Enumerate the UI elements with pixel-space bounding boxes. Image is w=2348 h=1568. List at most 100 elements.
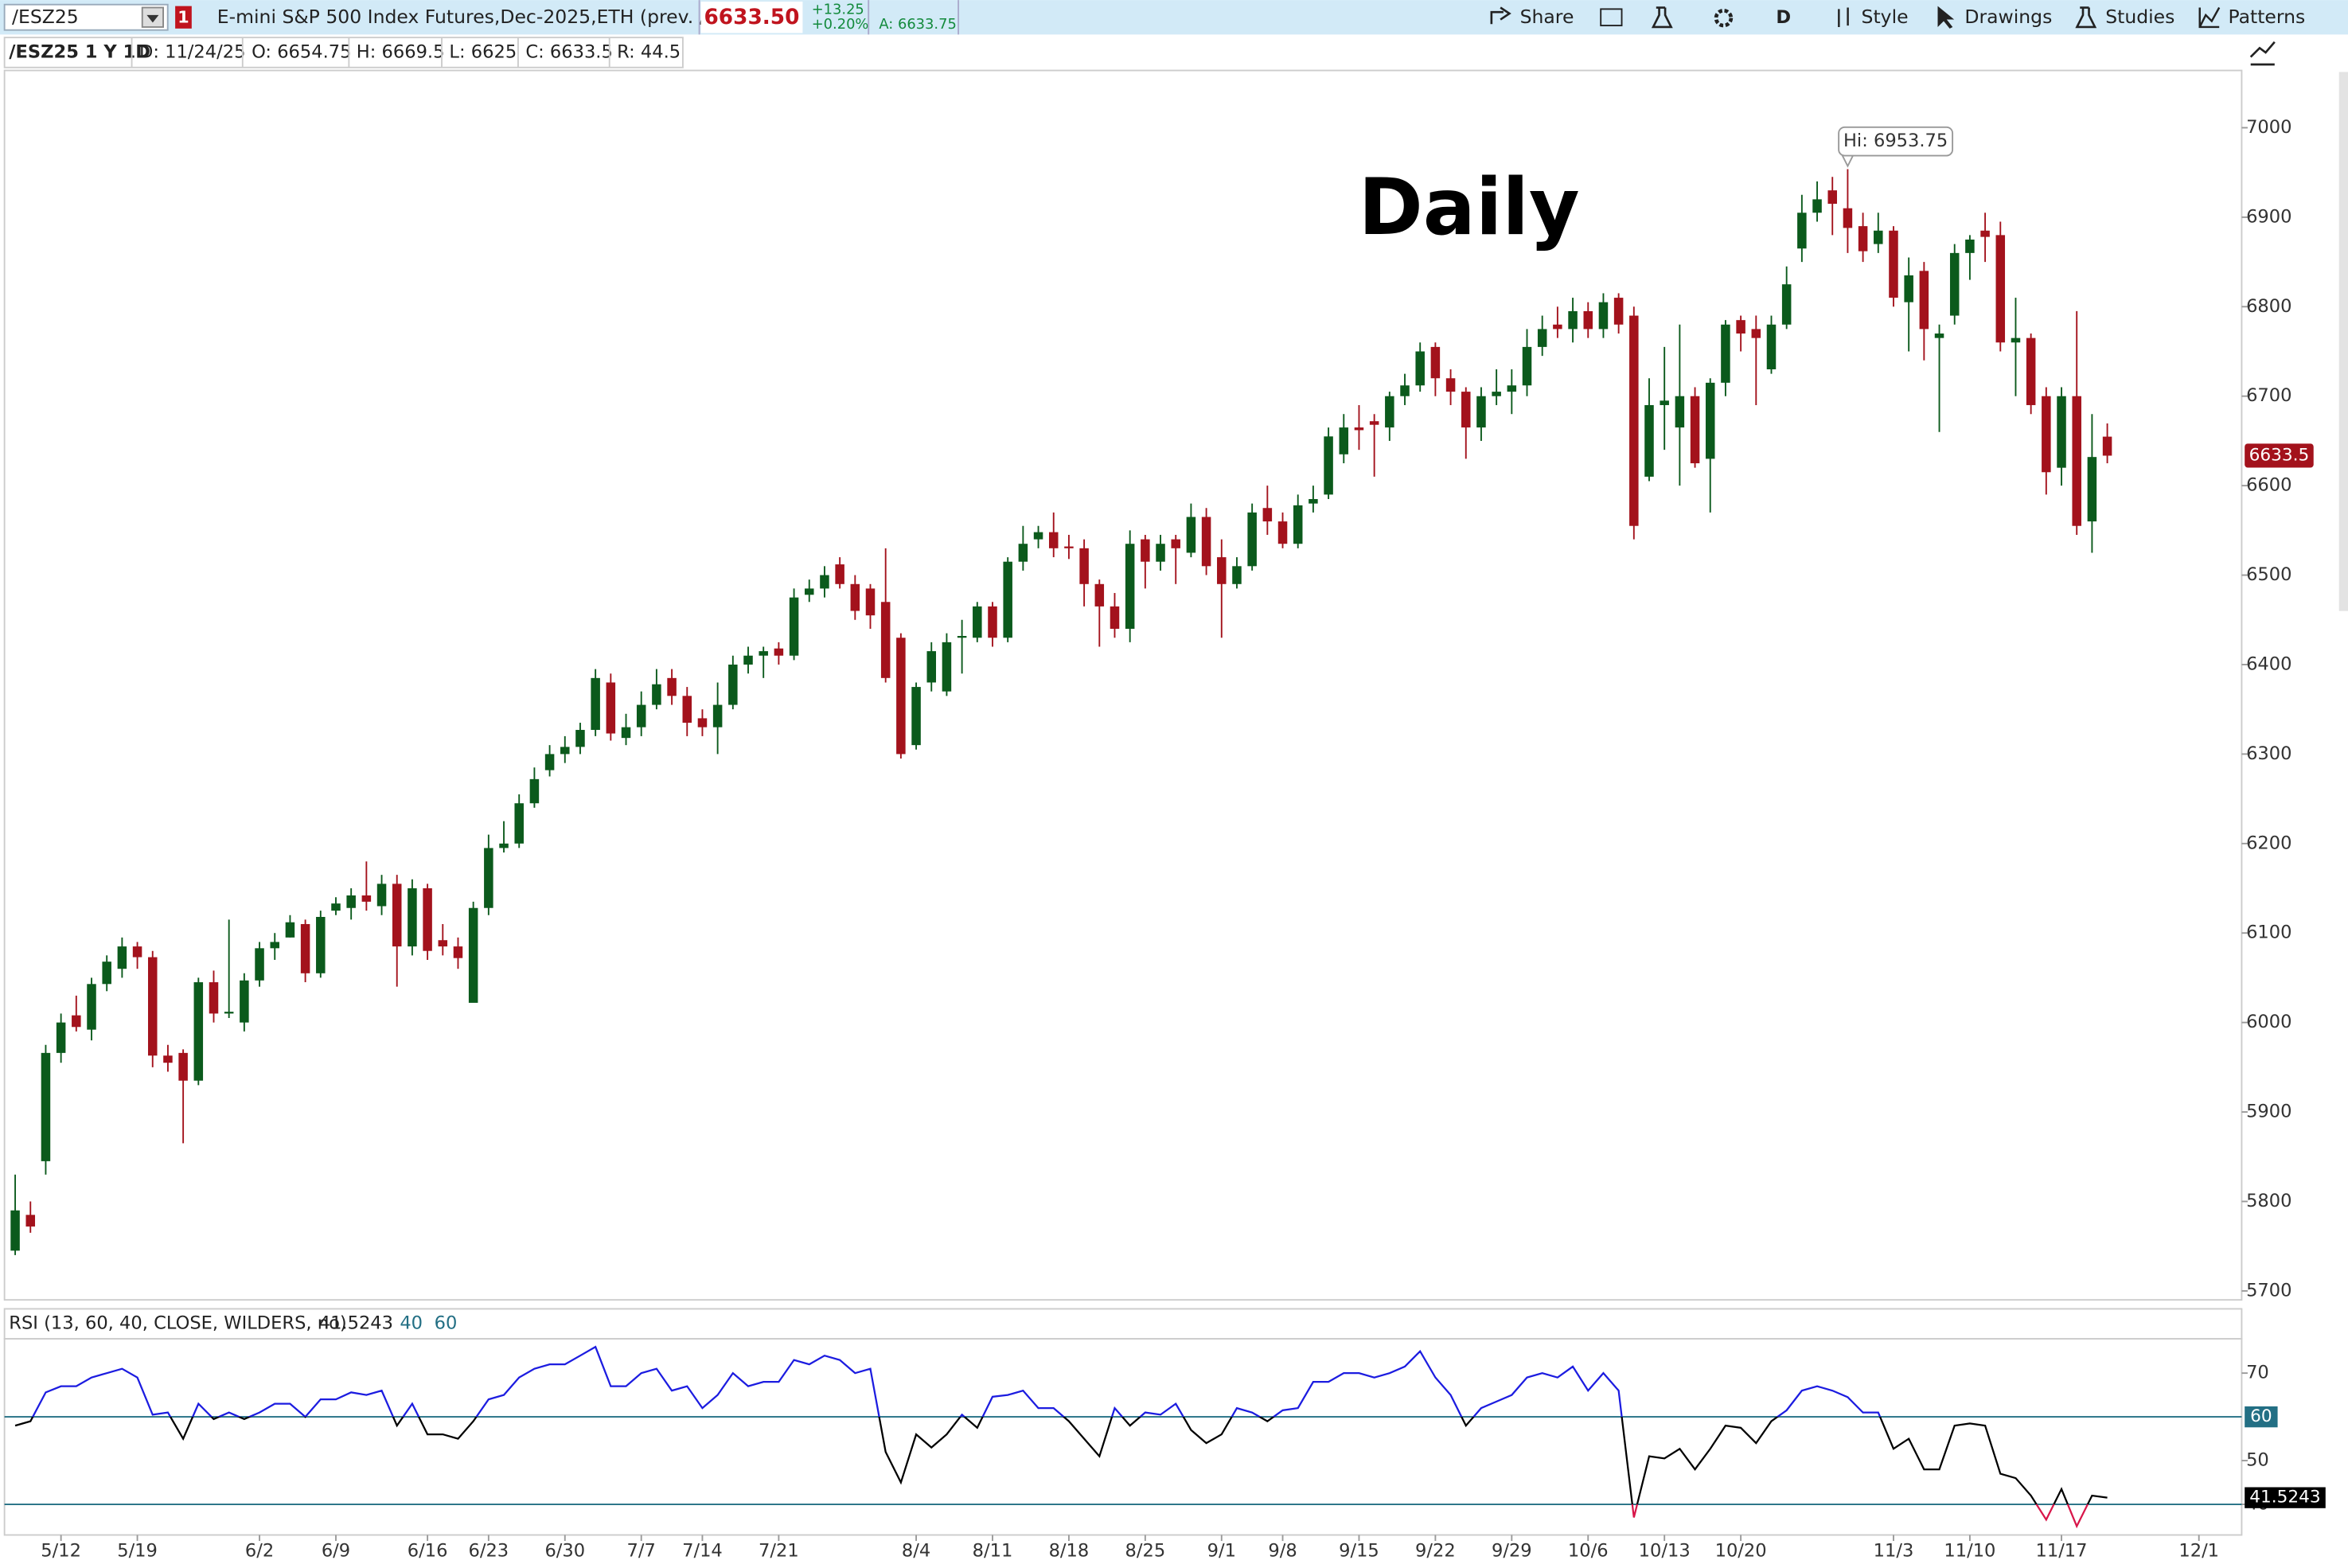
- x-tick-label: 8/25: [1125, 1541, 1166, 1562]
- period-button[interactable]: D: [1776, 7, 1791, 28]
- candle-body: [1904, 275, 1913, 302]
- candle-body: [1919, 271, 1929, 330]
- candle-body: [1644, 404, 1654, 477]
- y-tick-label: 6000: [2246, 1012, 2291, 1032]
- x-tick-label: 6/16: [408, 1541, 448, 1562]
- candle-body: [591, 677, 600, 731]
- style-button[interactable]: Style: [1862, 6, 1909, 28]
- scrollbar[interactable]: [2338, 72, 2348, 611]
- rsi-value-label: 41.5243: [2249, 1488, 2320, 1508]
- x-tick-label: 9/29: [1492, 1541, 1532, 1562]
- candle-body: [1995, 235, 2006, 343]
- candle-body: [1781, 284, 1792, 325]
- badge[interactable]: 1: [177, 8, 189, 27]
- lab-icon[interactable]: [1651, 6, 1673, 29]
- candle-body: [392, 883, 402, 947]
- studies-button[interactable]: Studies: [2105, 6, 2174, 28]
- candle-body: [1568, 310, 1578, 330]
- candle-body: [1277, 521, 1288, 544]
- patterns-button[interactable]: Patterns: [2228, 6, 2305, 28]
- y-tick-label: 6100: [2246, 922, 2291, 943]
- rsi-overbought: 60: [435, 1313, 458, 1334]
- candle-body: [1324, 436, 1333, 495]
- candle-body: [423, 888, 432, 951]
- symbol[interactable]: /ESZ25: [12, 6, 79, 28]
- last-price-box: [700, 1, 803, 33]
- candle-body: [1033, 532, 1043, 540]
- candle-body: [1934, 333, 1944, 338]
- badge-box[interactable]: [175, 6, 192, 29]
- candle-body: [1736, 320, 1745, 334]
- rsi-value-marker: [2245, 1487, 2326, 1508]
- candle-body: [1721, 324, 1730, 383]
- candle-body: [178, 1052, 188, 1081]
- screenshot-icon[interactable]: [1600, 8, 1623, 27]
- candle-body: [1018, 544, 1028, 562]
- x-tick-label: 11/17: [2036, 1541, 2088, 1562]
- candle-body: [1522, 346, 1532, 386]
- symbol-input[interactable]: [3, 3, 169, 31]
- x-tick-label: 9/15: [1339, 1541, 1379, 1562]
- header-date: D: 11/24/25: [139, 41, 245, 62]
- share-button[interactable]: Share: [1520, 6, 1574, 28]
- style-icon[interactable]: [1838, 7, 1849, 27]
- candle-body: [1003, 561, 1012, 638]
- candle-body: [193, 982, 204, 1081]
- candle-body: [514, 803, 524, 844]
- candle-body: [117, 946, 127, 969]
- rsi-title: RSI (13, 60, 40, CLOSE, WILDERS, no): [9, 1313, 346, 1334]
- candle-body: [1430, 346, 1441, 379]
- share-icon[interactable]: [1490, 6, 1511, 25]
- candle-body: [652, 684, 661, 705]
- candle-body: [1827, 190, 1837, 205]
- candle-body: [1629, 315, 1639, 526]
- candle-body: [1843, 208, 1853, 228]
- candle-body: [2102, 436, 2112, 456]
- rsi-current: 41.5243: [319, 1313, 393, 1334]
- instrument-description: E-mini S&P 500 Index Futures,Dec-2025,ET…: [217, 6, 762, 28]
- candle-body: [41, 1052, 51, 1161]
- candle-body: [529, 778, 540, 804]
- toolbar: [0, 0, 2348, 35]
- x-tick-label: 8/4: [902, 1541, 930, 1562]
- candle-body: [453, 946, 463, 958]
- candle-body: [1171, 539, 1180, 548]
- candle-body: [1613, 298, 1624, 325]
- net-change: +13.25: [812, 1, 864, 18]
- drawings-icon[interactable]: [1937, 6, 1955, 29]
- y-tick-label: 5900: [2246, 1102, 2291, 1122]
- candle-body: [255, 948, 264, 981]
- candle-body: [2042, 396, 2051, 473]
- candle-body: [789, 597, 799, 656]
- drawings-button[interactable]: Drawings: [1964, 6, 2052, 28]
- chart-type-icon[interactable]: [2249, 41, 2276, 66]
- candle-body: [1079, 548, 1089, 584]
- level-marker: [2245, 1406, 2278, 1428]
- x-tick-label: 10/20: [1715, 1541, 1767, 1562]
- studies-icon[interactable]: [2075, 6, 2097, 29]
- settings-icon[interactable]: [1714, 8, 1734, 28]
- x-tick-label: 7/7: [627, 1541, 656, 1562]
- x-tick-label: 6/2: [245, 1541, 274, 1562]
- x-tick-label: 7/14: [682, 1541, 723, 1562]
- candle-body: [72, 1015, 81, 1028]
- candle-body: [1125, 544, 1135, 630]
- header-close: C: 6633.5: [525, 41, 612, 62]
- candle-body: [468, 907, 478, 1003]
- candle-body: [636, 704, 646, 727]
- last-price-marker: [2245, 443, 2314, 468]
- y-tick-label: 6800: [2246, 296, 2291, 317]
- ohlc-header: [3, 37, 684, 68]
- y-tick-label: 6600: [2246, 475, 2291, 496]
- candle-body: [2011, 337, 2021, 343]
- x-tick-label: 5/12: [41, 1541, 81, 1562]
- x-tick-label: 6/23: [469, 1541, 509, 1562]
- candle-body: [1354, 427, 1364, 431]
- x-tick-label: 8/11: [973, 1541, 1013, 1562]
- last-price-label: 6633.5: [2249, 445, 2310, 465]
- patterns-icon[interactable]: [2198, 6, 2221, 29]
- candle-body: [1141, 539, 1150, 562]
- candle-body: [1064, 546, 1074, 548]
- candle-body: [1889, 230, 1898, 298]
- candle-body: [224, 1012, 234, 1014]
